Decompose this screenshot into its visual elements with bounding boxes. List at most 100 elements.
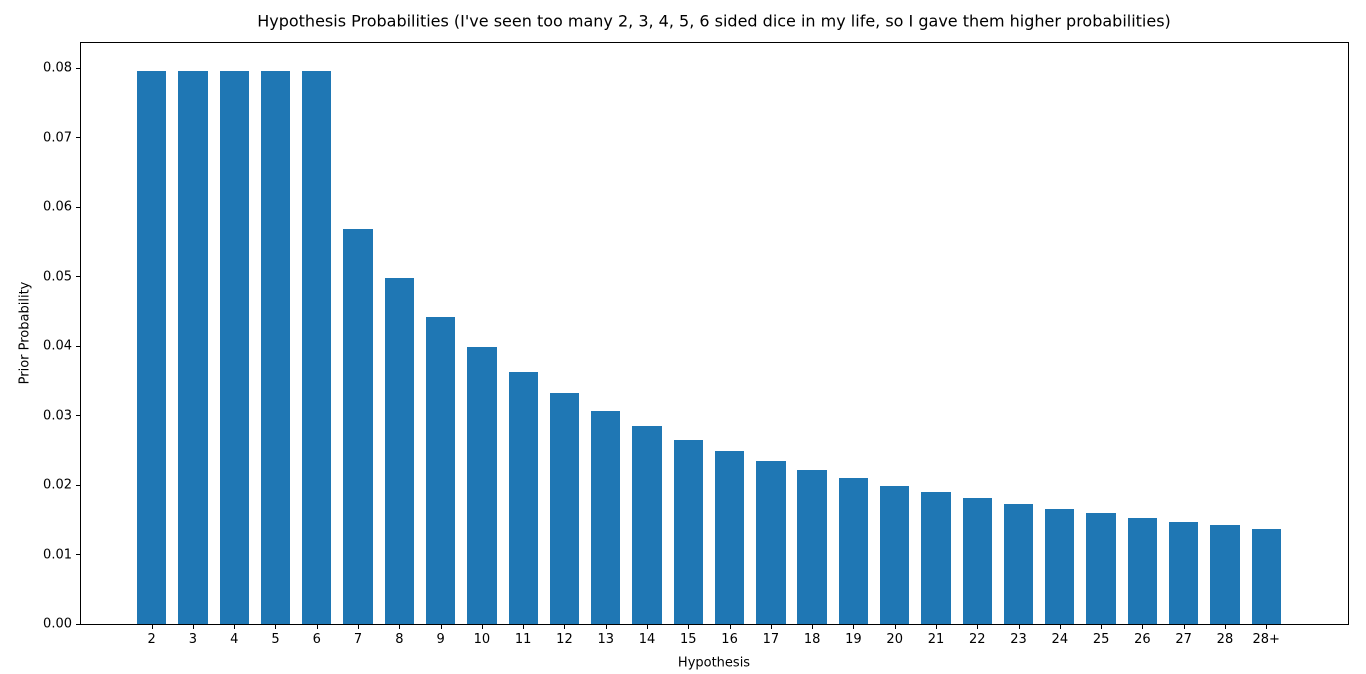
bar (260, 70, 291, 624)
x-tick-mark (399, 625, 401, 629)
y-tick-mark (76, 484, 80, 486)
x-tick-mark (1142, 625, 1144, 629)
bar-slot: 23 (998, 43, 1039, 647)
y-tick-mark (76, 415, 80, 417)
x-tick-label: 26 (1134, 632, 1151, 647)
bar (714, 451, 745, 624)
x-tick-label: 23 (1010, 632, 1027, 647)
y-axis-label: Prior Probability (17, 281, 33, 385)
x-tick-mark (1059, 625, 1061, 629)
bar (797, 470, 827, 624)
bar-slot: 3 (172, 43, 213, 647)
bar-slot: 28 (1204, 43, 1245, 647)
x-tick-label: 8 (395, 632, 404, 647)
y-tick-mark (76, 67, 80, 69)
x-tick-mark (647, 625, 649, 629)
x-tick-mark (1018, 625, 1020, 629)
bar (1210, 525, 1240, 624)
bar-slot: 26 (1122, 43, 1163, 647)
x-tick-label: 3 (188, 632, 198, 647)
x-tick-mark (316, 625, 318, 629)
x-tick-label: 10 (473, 632, 491, 647)
bar-slot: 28+ (1246, 43, 1287, 647)
x-tick-label: 28 (1216, 632, 1234, 647)
x-tick-label: 11 (514, 632, 532, 647)
x-tick-label: 15 (680, 632, 697, 647)
x-tick-mark (523, 625, 525, 629)
bar (467, 347, 497, 624)
bars-container: 2 3 4 5 6 7 8 9 10 11 12 13 14 15 16 17 18 19 20 21 22 23 24 25… (131, 43, 1287, 647)
x-tick-mark (853, 625, 855, 629)
bar (219, 70, 249, 624)
bar-slot: 16 (709, 43, 750, 647)
bar (302, 70, 332, 624)
x-tick-mark (1224, 625, 1226, 629)
y-tick-mark (76, 276, 80, 278)
x-tick-label: 22 (968, 632, 986, 647)
x-tick-mark (729, 625, 731, 629)
bar (1127, 517, 1158, 624)
y-tick-label: 0.01 (43, 547, 72, 563)
x-tick-label: 17 (762, 632, 780, 647)
bar-slot: 8 (379, 43, 420, 647)
bar (880, 485, 910, 624)
bar (1045, 508, 1075, 624)
y-tick-mark (76, 554, 80, 556)
bar-slot: 5 (255, 43, 296, 647)
bar (549, 393, 580, 624)
bar (1251, 528, 1281, 624)
x-tick-label: 2 (147, 632, 156, 647)
y-tick-label: 0.03 (43, 408, 72, 424)
bar (384, 278, 414, 624)
bar-slot: 17 (750, 43, 791, 647)
bar-slot: 14 (626, 43, 667, 647)
bar-slot: 6 (296, 43, 337, 647)
x-tick-label: 7 (353, 632, 363, 647)
x-tick-label: 5 (271, 632, 280, 647)
x-tick-mark (605, 625, 607, 629)
bar-slot: 13 (585, 43, 626, 647)
y-tick-label: 0.07 (43, 130, 72, 146)
bar (838, 478, 869, 624)
x-tick-mark (770, 625, 772, 629)
x-tick-mark (1101, 625, 1103, 629)
x-tick-label: 21 (927, 632, 945, 647)
x-tick-mark (894, 625, 896, 629)
bar-slot: 27 (1163, 43, 1204, 647)
bar (178, 70, 208, 624)
bar-slot: 15 (668, 43, 709, 647)
bar-slot: 11 (503, 43, 544, 647)
x-tick-label: 24 (1051, 632, 1069, 647)
x-tick-label: 28+ (1252, 632, 1280, 647)
x-tick-mark (234, 625, 236, 629)
y-tick-label: 0.02 (43, 477, 72, 493)
y-tick-mark (76, 345, 80, 347)
bar-slot: 22 (957, 43, 998, 647)
x-tick-label: 9 (436, 632, 445, 647)
bar (136, 70, 167, 624)
bar (962, 498, 992, 624)
bar-slot: 19 (833, 43, 874, 647)
bar (508, 372, 538, 624)
x-tick-mark (358, 625, 360, 629)
y-tick-mark (76, 137, 80, 139)
bar-slot: 2 (131, 43, 172, 647)
y-tick-label: 0.08 (43, 60, 72, 76)
bar (343, 228, 373, 624)
bar-slot: 25 (1080, 43, 1121, 647)
bar-slot: 12 (544, 43, 585, 647)
x-tick-label: 20 (886, 632, 903, 647)
y-tick-label: 0.05 (43, 269, 72, 285)
x-tick-label: 12 (556, 632, 573, 647)
x-tick-mark (1266, 625, 1268, 629)
x-tick-mark (275, 625, 277, 629)
bar-slot: 7 (337, 43, 378, 647)
y-tick-mark (76, 623, 80, 625)
x-tick-mark (564, 625, 566, 629)
bar (756, 461, 786, 624)
x-tick-mark (935, 625, 937, 629)
bar-slot: 9 (420, 43, 461, 647)
bar (673, 439, 703, 624)
x-tick-mark (481, 625, 483, 629)
